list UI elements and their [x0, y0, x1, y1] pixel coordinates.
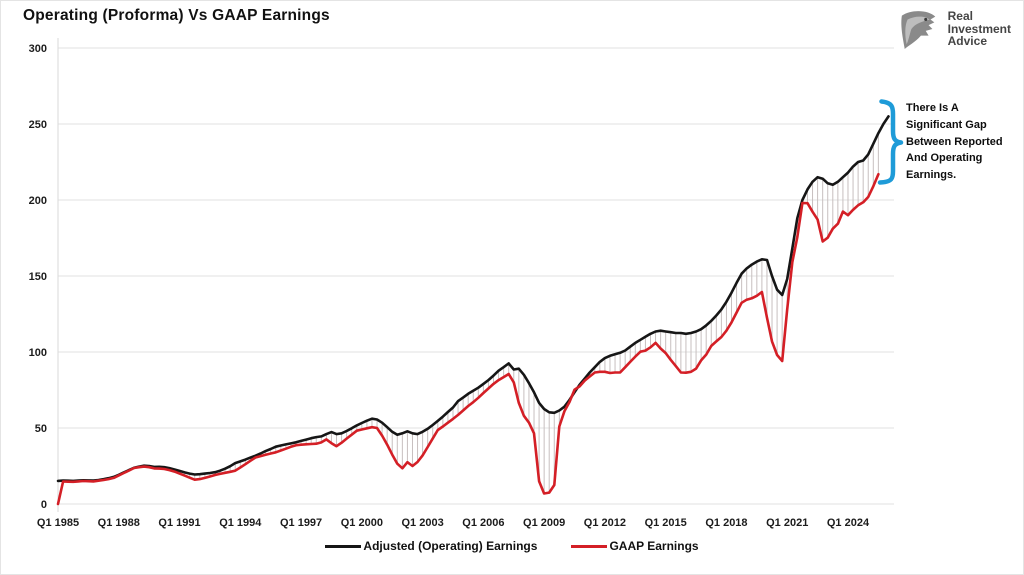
annotation-line: And Operating — [906, 152, 983, 165]
page-title: Operating (Proforma) Vs GAAP Earnings — [23, 7, 330, 24]
chart-legend: Adjusted (Operating) Earnings GAAP Earnin… — [1, 539, 1023, 553]
legend-label: GAAP Earnings — [609, 539, 699, 553]
gap-hatch — [62, 133, 879, 494]
svg-text:100: 100 — [29, 347, 47, 359]
svg-text:Q1 2000: Q1 2000 — [341, 517, 383, 529]
operating-series-line — [56, 115, 890, 483]
gap-brace — [877, 99, 904, 185]
svg-text:Q1 2006: Q1 2006 — [462, 517, 504, 529]
svg-text:150: 150 — [29, 271, 47, 283]
svg-text:Q1 2021: Q1 2021 — [766, 517, 808, 529]
gridlines — [57, 38, 894, 512]
svg-text:50: 50 — [35, 423, 47, 435]
svg-text:Q1 2024: Q1 2024 — [827, 517, 870, 529]
svg-text:Q1 2012: Q1 2012 — [584, 517, 626, 529]
legend-item: Adjusted (Operating) Earnings — [325, 539, 537, 553]
logo-text-line: Advice — [947, 34, 987, 49]
axis-labels: 0 50 100 150 200 250 300 Q1 1985 Q1 1988 Q1 1991 Q… — [29, 43, 870, 529]
logo-text-line: Investment — [947, 21, 1011, 36]
annotation-line: Earnings. — [906, 169, 957, 182]
legend-swatch — [325, 544, 362, 548]
gaap-series-line — [56, 172, 880, 506]
series-lines — [56, 115, 890, 506]
legend-label: Adjusted (Operating) Earnings — [363, 539, 538, 553]
svg-text:Q1 2015: Q1 2015 — [645, 517, 687, 529]
legend-item: GAAP Earnings — [571, 539, 699, 553]
gap-annotation: There Is A Significant Gap Between Reporte… — [906, 100, 1022, 184]
svg-text:Q1 2003: Q1 2003 — [402, 517, 444, 529]
svg-text:250: 250 — [29, 119, 47, 131]
real-investment-advice-logo: Real Investment Advice — [896, 8, 1011, 50]
svg-text:300: 300 — [29, 43, 47, 55]
svg-text:0: 0 — [41, 499, 47, 511]
svg-text:200: 200 — [29, 195, 47, 207]
svg-text:Q1 2018: Q1 2018 — [705, 517, 747, 529]
logo-text: Real Investment Advice — [948, 10, 1011, 48]
svg-text:Q1 1994: Q1 1994 — [219, 517, 262, 529]
annotation-line: There Is A — [906, 102, 959, 114]
svg-text:Q1 1985: Q1 1985 — [37, 517, 79, 529]
svg-text:Q1 1988: Q1 1988 — [98, 517, 140, 529]
svg-text:Q1 1991: Q1 1991 — [158, 517, 200, 529]
annotation-line: Between Reported — [906, 135, 1003, 148]
logo-text-line: Real — [947, 9, 973, 24]
legend-swatch — [571, 544, 608, 548]
eagle-icon — [900, 11, 935, 50]
svg-text:Q1 2009: Q1 2009 — [523, 517, 565, 529]
annotation-line: Significant Gap — [906, 118, 987, 131]
svg-text:Q1 1997: Q1 1997 — [280, 517, 322, 529]
